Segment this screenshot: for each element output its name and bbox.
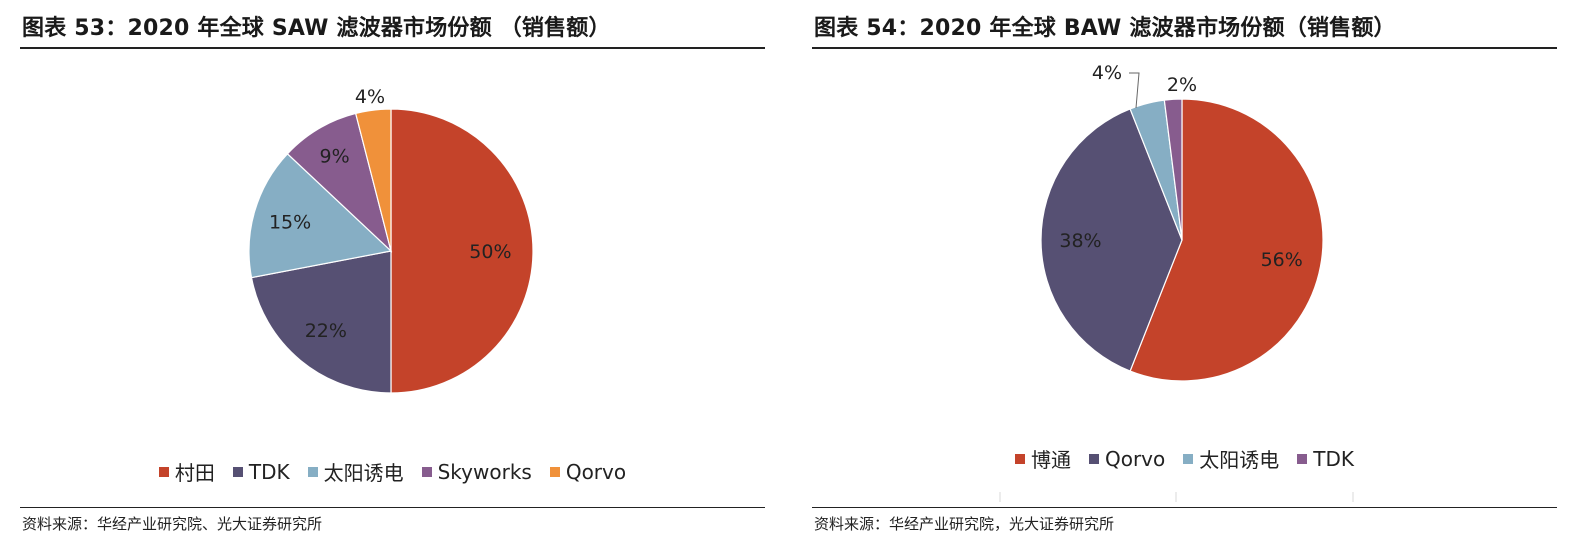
figure-title: 图表 53：2020 年全球 SAW 滤波器市场份额 （销售额） — [22, 16, 611, 41]
source-rule — [20, 507, 765, 508]
pie-slice-item-2 — [248, 152, 393, 279]
pie-slice-item-0 — [390, 108, 534, 394]
source-note: 资料来源：华经产业研究院、光大证券研究所 — [22, 515, 323, 533]
saw-pie-chart: 50% 22% 15% 9% 4% — [248, 86, 534, 394]
baw-pie-chart: 56% 38% 4% 2% — [999, 62, 1354, 502]
data-label-item-0: 56% — [1261, 249, 1303, 271]
data-label-item-2: 15% — [269, 212, 311, 234]
legend-label: Skyworks — [437, 459, 532, 484]
legend-swatch — [158, 466, 169, 477]
legend-item-tdk: TDK — [232, 459, 290, 484]
legend-swatch — [1183, 453, 1194, 464]
legend-swatch — [232, 466, 243, 477]
data-label-item-2: 4% — [1092, 62, 1122, 84]
pie-slice-skyworks — [286, 112, 393, 253]
source-rule — [812, 507, 1557, 508]
pie-slice-tdk — [250, 250, 392, 394]
title-rule — [20, 47, 765, 49]
data-label-qorvo: 38% — [1059, 230, 1101, 252]
legend-item-qorvo: Qorvo — [1088, 446, 1166, 471]
legend-label: Qorvo — [565, 459, 627, 484]
title-rule — [812, 47, 1557, 49]
pie-slice-qorvo — [354, 108, 392, 252]
data-label-tdk: 22% — [305, 320, 347, 342]
data-label-qorvo: 4% — [355, 86, 385, 108]
data-label-tdk: 2% — [1167, 74, 1197, 96]
source-note: 资料来源：华经产业研究院，光大证券研究所 — [814, 515, 1115, 533]
pie-slice-item-0 — [1129, 98, 1324, 382]
legend-label: 村田 — [174, 461, 215, 485]
legend-swatch — [307, 466, 318, 477]
legend-label: 太阳诱电 — [1199, 448, 1280, 472]
legend-label: TDK — [248, 459, 290, 484]
legend-swatch — [421, 466, 432, 477]
saw-legend: 村田 TDK 太阳诱电 Skyworks Qorvo — [20, 457, 765, 486]
legend-item-qorvo: Qorvo — [549, 459, 627, 484]
data-label-skyworks: 9% — [320, 146, 350, 168]
legend-item-item-2: 太阳诱电 — [307, 457, 404, 486]
legend-swatch — [1297, 453, 1308, 464]
baw-chart-panel: 图表 54：2020 年全球 BAW 滤波器市场份额（销售额） 56% 38% 4%… — [812, 0, 1562, 546]
legend-item-item-0: 村田 — [158, 457, 215, 486]
legend-label: TDK — [1313, 446, 1354, 471]
saw-chart-panel: 图表 53：2020 年全球 SAW 滤波器市场份额 （销售额） 50% 22% 1… — [20, 0, 770, 546]
legend-swatch — [1088, 453, 1099, 464]
legend-item-item-2: 太阳诱电 — [1183, 444, 1279, 473]
legend-swatch — [549, 466, 560, 477]
legend-label: 博通 — [1030, 448, 1071, 472]
legend-label: 太阳诱电 — [323, 461, 404, 485]
legend-item-skyworks: Skyworks — [421, 459, 532, 484]
data-label-item-0: 50% — [469, 241, 511, 263]
legend-label: Qorvo — [1104, 446, 1166, 471]
pie-slice-tdk — [1163, 98, 1183, 241]
figure-title: 图表 54：2020 年全球 BAW 滤波器市场份额（销售额） — [814, 16, 1396, 41]
leader-line — [1129, 72, 1140, 109]
pie-slice-qorvo — [1040, 108, 1183, 372]
baw-legend: 博通 Qorvo 太阳诱电 TDK — [812, 444, 1557, 473]
legend-swatch — [1014, 453, 1025, 464]
legend-item-item-0: 博通 — [1014, 444, 1071, 473]
legend-item-tdk: TDK — [1297, 447, 1354, 471]
